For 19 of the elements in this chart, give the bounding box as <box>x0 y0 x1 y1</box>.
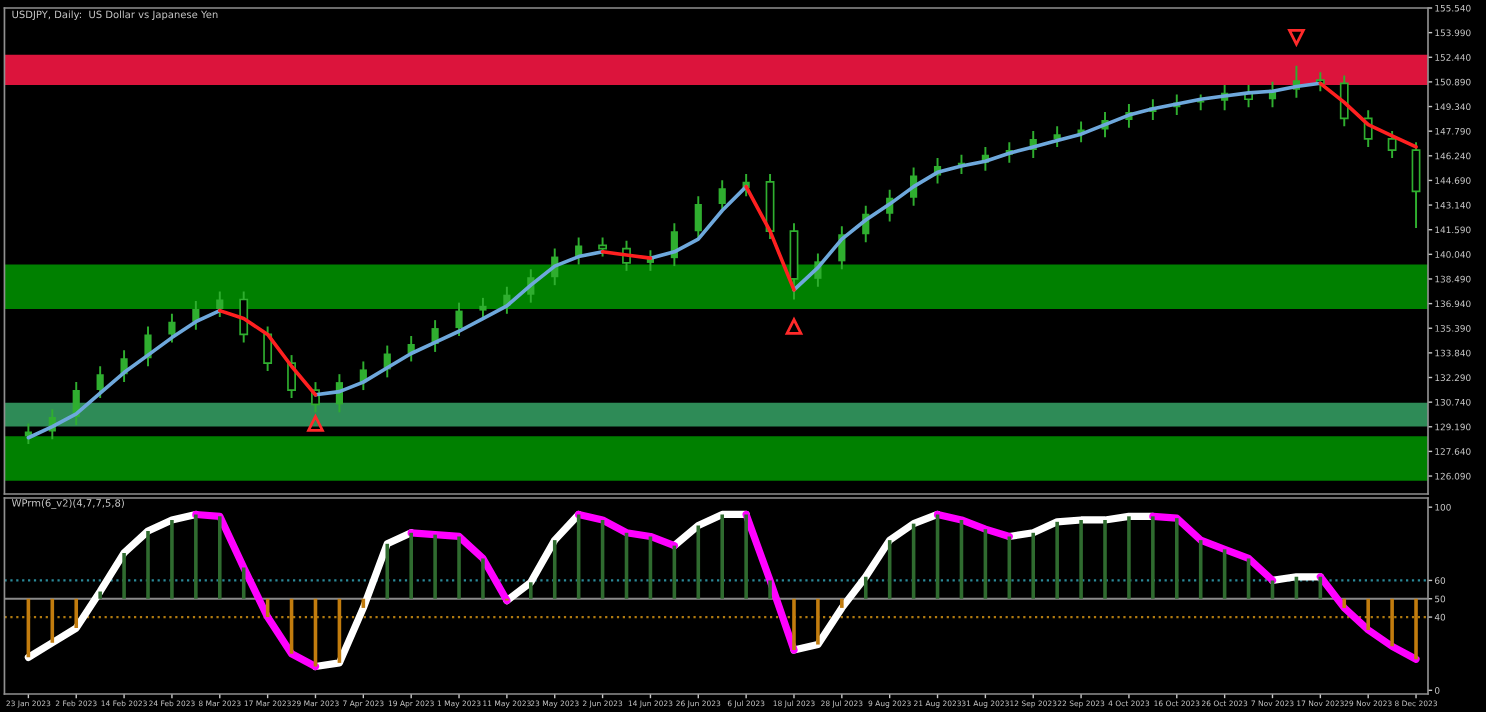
candlestick <box>479 296 487 320</box>
candlestick <box>168 312 176 344</box>
candlestick <box>239 290 249 344</box>
candlestick <box>1053 125 1061 148</box>
candlestick <box>789 222 799 301</box>
point <box>785 318 803 335</box>
point <box>1288 28 1305 46</box>
candlestick <box>455 301 463 337</box>
candlestick <box>718 179 726 214</box>
candlestick <box>263 325 273 372</box>
candlestick <box>1411 141 1421 229</box>
candlestick <box>24 422 32 446</box>
candlestick <box>598 236 608 258</box>
candlestick <box>216 290 224 318</box>
candlestick <box>96 365 104 399</box>
candlestick <box>1387 130 1397 159</box>
candlestick <box>694 195 702 241</box>
candlestick <box>1339 74 1349 128</box>
point <box>307 415 324 432</box>
